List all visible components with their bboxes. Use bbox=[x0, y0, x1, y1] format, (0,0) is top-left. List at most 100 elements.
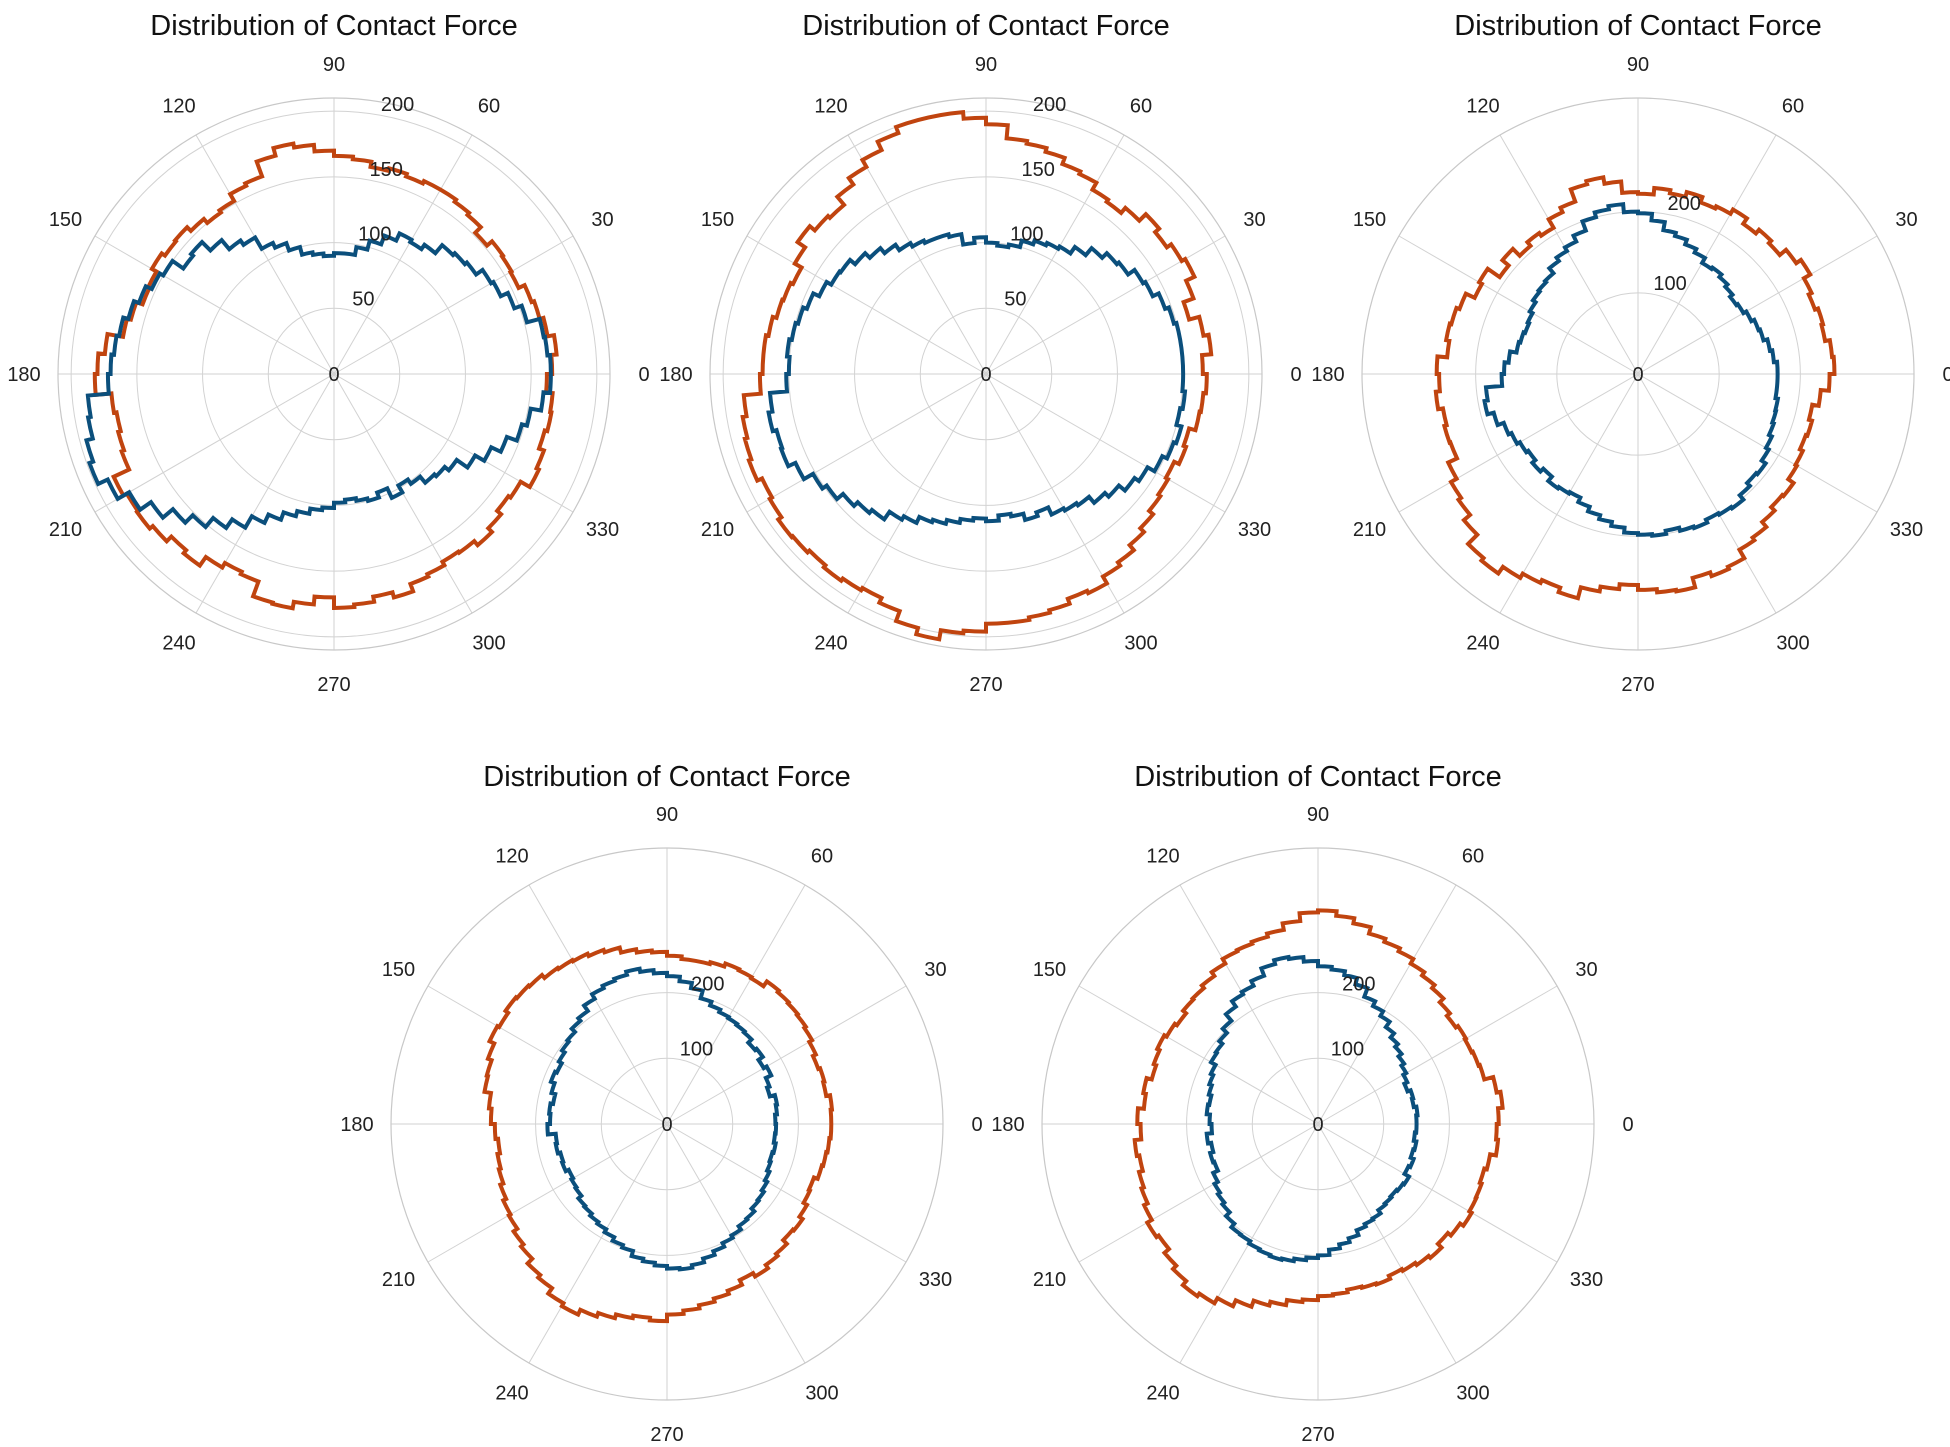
angle-tick-label: 90 bbox=[1307, 804, 1329, 826]
angle-tick-label: 150 bbox=[49, 209, 82, 231]
angle-tick-label: 210 bbox=[382, 1269, 415, 1291]
angle-tick-label: 150 bbox=[382, 959, 415, 981]
angle-tick-label: 330 bbox=[919, 1269, 952, 1291]
angle-tick-label: 120 bbox=[1146, 846, 1179, 868]
chart-5-title: Distribution of Contact Force bbox=[1134, 761, 1501, 793]
radial-tick-label: 100 bbox=[358, 224, 391, 246]
angle-tick-label: 0 bbox=[971, 1114, 982, 1136]
chart-4-title: Distribution of Contact Force bbox=[483, 761, 850, 793]
angle-tick-label: 210 bbox=[701, 519, 734, 541]
grid-spoke-60 bbox=[1317, 884, 1457, 1125]
angle-tick-label: 180 bbox=[340, 1114, 373, 1136]
radial-tick-label: 100 bbox=[1653, 273, 1686, 295]
grid-spoke-120 bbox=[195, 134, 335, 375]
radial-tick-label: 100 bbox=[680, 1038, 713, 1060]
series-outer-line bbox=[92, 141, 559, 611]
angle-tick-label: 60 bbox=[1462, 846, 1484, 868]
angle-tick-label: 300 bbox=[805, 1383, 838, 1405]
chart-1-title: Distribution of Contact Force bbox=[150, 10, 517, 42]
angle-tick-label: 240 bbox=[1466, 633, 1499, 655]
grid-spoke-210 bbox=[1078, 1123, 1319, 1263]
angle-tick-label: 60 bbox=[811, 846, 833, 868]
radial-tick-label: 0 bbox=[328, 364, 339, 386]
angle-tick-label: 60 bbox=[1782, 96, 1804, 118]
angle-tick-label: 180 bbox=[991, 1114, 1024, 1136]
angle-tick-label: 270 bbox=[1301, 1424, 1334, 1446]
angle-tick-label: 90 bbox=[323, 54, 345, 76]
angle-tick-label: 180 bbox=[1311, 364, 1344, 386]
radial-tick-label: 0 bbox=[1312, 1114, 1323, 1136]
angle-tick-label: 180 bbox=[659, 364, 692, 386]
angle-tick-label: 270 bbox=[317, 674, 350, 696]
angle-tick-label: 330 bbox=[1238, 519, 1271, 541]
grid-spoke-300 bbox=[1317, 1123, 1457, 1364]
grid-spoke-150 bbox=[94, 235, 335, 375]
grid-spoke-30 bbox=[1637, 235, 1878, 375]
grid-spoke-150 bbox=[746, 235, 987, 375]
polar-boundary bbox=[709, 97, 1263, 651]
radial-tick-label: 150 bbox=[370, 159, 403, 181]
angle-tick-label: 150 bbox=[1353, 209, 1386, 231]
angle-tick-label: 210 bbox=[49, 519, 82, 541]
angle-tick-label: 330 bbox=[1890, 519, 1923, 541]
angle-tick-label: 0 bbox=[1290, 364, 1301, 386]
angle-tick-label: 0 bbox=[638, 364, 649, 386]
grid-spoke-210 bbox=[746, 373, 987, 513]
angle-tick-label: 240 bbox=[814, 633, 847, 655]
grid-spoke-30 bbox=[333, 235, 574, 375]
series-outer-line bbox=[740, 109, 1214, 642]
angle-tick-label: 30 bbox=[1575, 959, 1597, 981]
radial-tick-label: 100 bbox=[1010, 224, 1043, 246]
angle-tick-label: 270 bbox=[650, 1424, 683, 1446]
grid-spoke-120 bbox=[1499, 134, 1639, 375]
angle-tick-label: 30 bbox=[924, 959, 946, 981]
angle-tick-label: 60 bbox=[478, 96, 500, 118]
grid-spoke-210 bbox=[427, 1123, 668, 1263]
angle-tick-label: 90 bbox=[1627, 54, 1649, 76]
grid-spoke-330 bbox=[985, 373, 1226, 513]
angle-tick-label: 210 bbox=[1033, 1269, 1066, 1291]
radial-tick-label: 200 bbox=[691, 974, 724, 996]
grid-spoke-60 bbox=[985, 134, 1125, 375]
series-inner-line bbox=[1204, 954, 1420, 1264]
radial-tick-label: 200 bbox=[1342, 974, 1375, 996]
angle-tick-label: 300 bbox=[472, 633, 505, 655]
angle-tick-label: 300 bbox=[1776, 633, 1809, 655]
grid-spoke-150 bbox=[1078, 985, 1319, 1125]
radial-tick-label: 150 bbox=[1022, 159, 1055, 181]
radial-tick-label: 0 bbox=[1632, 364, 1643, 386]
series-outer-line bbox=[482, 945, 835, 1324]
grid-spoke-210 bbox=[94, 373, 335, 513]
radial-tick-label: 0 bbox=[980, 364, 991, 386]
grid-spoke-240 bbox=[847, 373, 987, 614]
angle-tick-label: 240 bbox=[162, 633, 195, 655]
polar-boundary bbox=[57, 97, 611, 651]
grid-spoke-300 bbox=[985, 373, 1125, 614]
grid-spoke-150 bbox=[427, 985, 668, 1125]
grid-spoke-30 bbox=[1317, 985, 1558, 1125]
radial-tick-label: 0 bbox=[661, 1114, 672, 1136]
grid-spoke-300 bbox=[666, 1123, 806, 1364]
angle-tick-label: 270 bbox=[969, 674, 1002, 696]
angle-tick-label: 90 bbox=[975, 54, 997, 76]
angle-tick-label: 120 bbox=[1466, 96, 1499, 118]
series-inner-line bbox=[1482, 202, 1781, 538]
angle-tick-label: 150 bbox=[701, 209, 734, 231]
polar-chart-3: Distribution of Contact Force 0 30 60 90 120… bbox=[1311, 10, 1950, 696]
radial-tick-label: 200 bbox=[1668, 193, 1701, 215]
grid-spoke-30 bbox=[666, 985, 907, 1125]
angle-tick-label: 300 bbox=[1124, 633, 1157, 655]
angle-tick-label: 120 bbox=[814, 96, 847, 118]
angle-tick-label: 120 bbox=[162, 96, 195, 118]
grid-spoke-300 bbox=[1637, 373, 1777, 614]
angle-tick-label: 240 bbox=[495, 1383, 528, 1405]
grid-spoke-330 bbox=[1317, 1123, 1558, 1263]
polar-boundary bbox=[1041, 847, 1595, 1401]
chart-3-title: Distribution of Contact Force bbox=[1454, 10, 1821, 42]
angle-tick-label: 270 bbox=[1621, 674, 1654, 696]
polar-boundary bbox=[390, 847, 944, 1401]
angle-tick-label: 150 bbox=[1033, 959, 1066, 981]
radial-tick-label: 50 bbox=[352, 288, 374, 310]
angle-tick-label: 210 bbox=[1353, 519, 1386, 541]
radial-tick-label: 200 bbox=[1033, 94, 1066, 116]
